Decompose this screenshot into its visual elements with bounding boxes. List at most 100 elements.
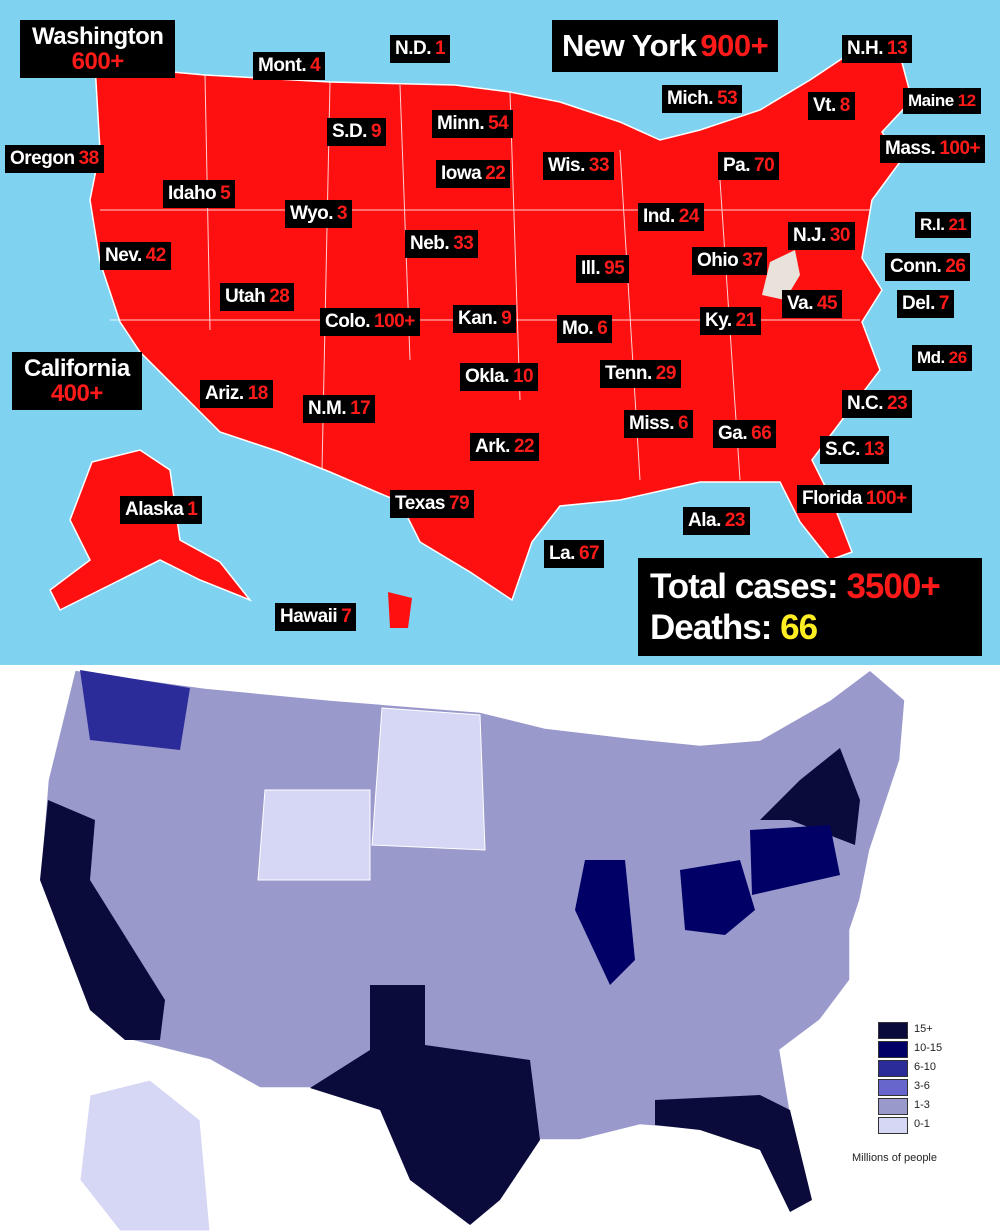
state-label: Colo. 100+ bbox=[320, 308, 420, 336]
state-name: Ill. bbox=[581, 258, 601, 279]
california bbox=[40, 800, 165, 1040]
state-label: Mont. 4 bbox=[253, 52, 326, 80]
state-count: 7 bbox=[938, 293, 950, 314]
alaska-2 bbox=[79, 1079, 211, 1231]
deaths-value: 66 bbox=[780, 608, 818, 647]
state-name: Ind. bbox=[643, 206, 675, 227]
state-count: 54 bbox=[488, 113, 509, 134]
state-label: La. 67 bbox=[544, 540, 605, 568]
state-label: Wis. 33 bbox=[543, 152, 615, 180]
state-label: Ky. 21 bbox=[700, 307, 761, 335]
new-york bbox=[760, 748, 860, 845]
state-label: Okla. 10 bbox=[460, 363, 539, 391]
state-name: Minn. bbox=[437, 113, 485, 134]
state-count: 53 bbox=[717, 88, 738, 109]
state-name: N.D. bbox=[395, 38, 432, 59]
state-name: Conn. bbox=[890, 256, 942, 277]
state-name: S.D. bbox=[332, 121, 367, 142]
state-count: 6 bbox=[597, 318, 608, 339]
state-count: 900+ bbox=[700, 28, 769, 63]
state-name: Texas bbox=[395, 493, 445, 514]
state-name: Del. bbox=[902, 293, 935, 314]
state-label: Nev. 42 bbox=[100, 242, 171, 270]
state-count: 28 bbox=[269, 286, 290, 307]
state-count: 100+ bbox=[374, 311, 415, 332]
legend-label: 3-6 bbox=[914, 1080, 930, 1092]
state-name: Florida bbox=[802, 488, 862, 509]
pennsylvania bbox=[750, 825, 840, 895]
state-count: 13 bbox=[887, 38, 908, 59]
state-count: 9 bbox=[370, 121, 382, 142]
state-count: 23 bbox=[887, 393, 908, 414]
state-name: Tenn. bbox=[605, 363, 652, 384]
state-label: Mass. 100+ bbox=[880, 135, 986, 163]
state-label: R.I. 21 bbox=[915, 212, 972, 238]
state-label: Va. 45 bbox=[782, 290, 843, 318]
state-count: 66 bbox=[751, 423, 772, 444]
state-name: Oregon bbox=[10, 148, 75, 169]
state-name: Washington bbox=[32, 23, 164, 50]
state-count: 21 bbox=[948, 215, 967, 234]
state-count: 5 bbox=[220, 183, 231, 204]
cases-label: Total cases: bbox=[650, 567, 839, 606]
state-name: Mont. bbox=[258, 55, 307, 76]
totals-box: Total cases: 3500+ Deaths: 66 bbox=[638, 558, 982, 656]
legend-swatch bbox=[878, 1117, 908, 1134]
state-count: 9 bbox=[501, 308, 512, 329]
state-count: 6 bbox=[678, 413, 689, 434]
state-count: 21 bbox=[735, 310, 757, 331]
legend-swatch bbox=[878, 1060, 908, 1077]
state-name: Alaska bbox=[125, 499, 184, 520]
state-name: Ala. bbox=[688, 510, 721, 531]
state-count: 23 bbox=[724, 510, 746, 531]
state-name: Ohio bbox=[697, 250, 739, 271]
state-name: Neb. bbox=[410, 233, 450, 254]
texas bbox=[310, 985, 540, 1225]
state-count: 8 bbox=[839, 95, 851, 116]
state-count: 70 bbox=[754, 155, 775, 176]
legend-label: 6-10 bbox=[914, 1061, 937, 1073]
legend-label: 0-1 bbox=[914, 1118, 930, 1130]
state-name: R.I. bbox=[920, 215, 945, 234]
state-label: Minn. 54 bbox=[432, 110, 514, 138]
deaths-line: Deaths: 66 bbox=[650, 607, 970, 648]
state-count: 100+ bbox=[939, 138, 981, 159]
legend-label: 10-15 bbox=[914, 1042, 943, 1054]
state-name: Kan. bbox=[458, 308, 498, 329]
state-name: Ariz. bbox=[205, 383, 244, 404]
washington bbox=[80, 670, 190, 750]
legend-swatch bbox=[878, 1098, 908, 1115]
state-name: Va. bbox=[787, 293, 813, 314]
state-name: Mich. bbox=[667, 88, 714, 109]
state-label: California 400+ bbox=[12, 352, 142, 410]
dakotas bbox=[371, 707, 486, 851]
state-name: Hawaii bbox=[280, 606, 338, 627]
state-label: Mich. 53 bbox=[662, 85, 743, 113]
state-count: 4 bbox=[310, 55, 321, 76]
state-name: N.J. bbox=[793, 225, 826, 246]
state-count: 33 bbox=[453, 233, 474, 254]
legend-swatch bbox=[878, 1041, 908, 1058]
state-name: S.C. bbox=[825, 439, 860, 460]
state-count: 17 bbox=[350, 398, 371, 419]
state-count: 7 bbox=[341, 606, 352, 627]
state-label: N.H. 13 bbox=[842, 35, 913, 63]
state-name: Mo. bbox=[562, 318, 594, 339]
state-count: 10 bbox=[512, 366, 534, 387]
deaths-label: Deaths: bbox=[650, 608, 772, 647]
state-name: Nev. bbox=[105, 245, 142, 266]
state-label: Wyo. 3 bbox=[285, 200, 353, 228]
state-label: Pa. 70 bbox=[718, 152, 780, 180]
state-label: Ariz. 18 bbox=[200, 380, 273, 408]
state-label: Ind. 24 bbox=[638, 203, 704, 231]
state-count: 12 bbox=[957, 91, 976, 110]
state-name: Vt. bbox=[813, 95, 836, 116]
state-label: Texas 79 bbox=[390, 490, 475, 518]
state-name: Mass. bbox=[885, 138, 936, 159]
state-name: Iowa bbox=[441, 163, 482, 184]
state-label: Florida 100+ bbox=[797, 485, 912, 513]
state-count: 1 bbox=[187, 499, 198, 520]
state-count: 400+ bbox=[50, 380, 104, 407]
west-virginia bbox=[762, 250, 800, 300]
state-name: Utah bbox=[225, 286, 266, 307]
